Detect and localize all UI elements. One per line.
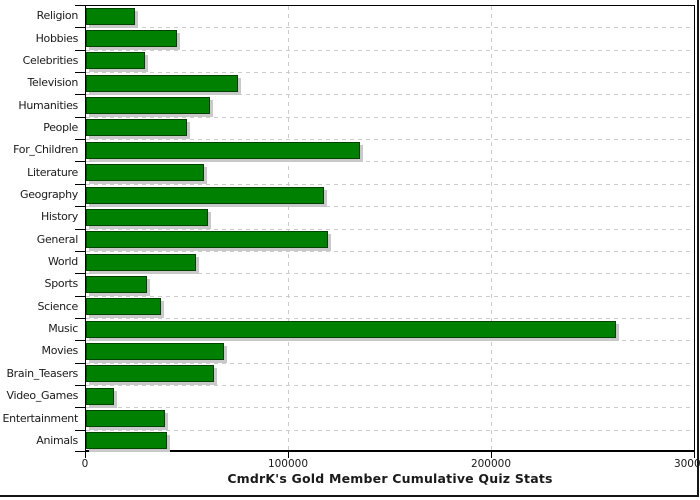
h-gridline	[86, 183, 693, 185]
x-axis-tick	[85, 452, 86, 458]
category-label-hobbies: Hobbies	[35, 31, 79, 45]
y-axis-tick	[75, 384, 85, 386]
h-gridline	[86, 295, 693, 297]
bar-music	[86, 320, 616, 338]
bar-religion	[86, 7, 135, 25]
category-label-history: History	[40, 210, 78, 224]
category-label-for-children: For_Children	[13, 143, 78, 157]
window-frame-right-edge	[697, 0, 699, 497]
bar-people	[86, 119, 187, 137]
y-axis-tick	[75, 250, 85, 252]
h-gridline	[86, 429, 693, 431]
category-label-music: Music	[48, 322, 78, 336]
bar-entertainment	[86, 410, 165, 427]
bar-for-children	[86, 141, 360, 159]
h-gridline	[86, 407, 693, 409]
h-gridline	[86, 139, 693, 141]
category-label-movies: Movies	[41, 344, 79, 358]
category-label-brain-teasers: Brain_Teasers	[6, 366, 78, 380]
h-gridline	[86, 72, 693, 74]
category-label-entertainment: Entertainment	[2, 411, 79, 425]
y-axis-tick	[75, 206, 85, 208]
category-label-geography: Geography	[19, 188, 78, 201]
h-gridline	[86, 161, 693, 163]
category-label-celebrities: Celebrities	[22, 53, 79, 67]
y-axis-tick	[75, 72, 85, 74]
bar-humanities	[86, 97, 210, 115]
h-gridline	[86, 384, 693, 386]
x-axis-label: 200000	[470, 458, 512, 470]
category-label-television: Television	[27, 76, 79, 90]
y-axis-tick	[75, 49, 85, 51]
y-axis-tick	[75, 340, 85, 342]
bar-general	[86, 231, 328, 249]
bar-science	[86, 298, 161, 316]
h-gridline	[86, 206, 693, 208]
chart-title: CmdrK's Gold Member Cumulative Quiz Stat…	[227, 471, 553, 486]
v-gridline	[287, 6, 289, 450]
y-axis-tick	[75, 27, 85, 29]
bar-hobbies	[86, 30, 177, 48]
category-label-world: World	[47, 255, 78, 269]
h-gridline	[86, 27, 693, 29]
y-axis-tick	[75, 407, 85, 409]
h-gridline	[86, 228, 693, 230]
category-label-science: Science	[37, 299, 78, 313]
h-gridline	[86, 49, 693, 51]
h-gridline	[86, 250, 693, 252]
h-gridline	[86, 94, 693, 96]
plot-area	[85, 5, 695, 452]
y-axis-tick	[75, 317, 85, 319]
category-label-general: General	[36, 232, 79, 246]
h-gridline	[86, 116, 693, 118]
category-label-sports: Sports	[44, 277, 79, 291]
bar-video-games	[86, 387, 114, 405]
bar-television	[86, 74, 238, 92]
y-axis-tick	[75, 94, 85, 96]
y-axis-tick	[75, 228, 85, 230]
h-gridline	[86, 317, 693, 319]
v-gridline	[490, 6, 492, 450]
category-label-humanities: Humanities	[18, 98, 78, 112]
y-axis-tick	[75, 429, 85, 431]
y-axis-tick	[75, 116, 85, 118]
y-axis-tick	[75, 183, 85, 185]
h-gridline	[86, 362, 693, 364]
x-axis-tick	[693, 452, 695, 458]
bar-sports	[86, 275, 147, 293]
x-axis-tick	[287, 452, 289, 458]
bar-world	[86, 253, 196, 271]
y-axis-tick	[75, 451, 85, 452]
x-axis-label: 300000	[673, 458, 700, 470]
y-axis-tick	[75, 295, 85, 297]
bar-geography	[86, 186, 324, 204]
y-axis-tick	[75, 161, 85, 163]
x-axis-label: 0	[81, 458, 89, 470]
window-frame-bottom-edge	[0, 495, 699, 497]
x-axis-label: 100000	[267, 458, 309, 470]
h-gridline	[86, 340, 693, 342]
bar-history	[86, 208, 208, 226]
category-label-people: People	[43, 120, 78, 134]
bar-literature	[86, 164, 204, 182]
bar-movies	[86, 342, 224, 360]
category-label-animals: Animals	[36, 433, 78, 447]
bar-brain-teasers	[86, 365, 214, 383]
bar-animals	[86, 432, 167, 450]
category-label-religion: Religion	[36, 9, 79, 23]
y-axis-tick	[75, 273, 85, 275]
y-axis-tick	[75, 139, 85, 141]
h-gridline	[86, 273, 693, 275]
bar-celebrities	[86, 52, 145, 70]
category-label-literature: Literature	[27, 165, 78, 179]
y-axis-tick	[75, 5, 85, 6]
y-axis-tick	[75, 362, 85, 364]
x-axis-tick	[490, 452, 492, 458]
category-label-video-games: Video_Games	[6, 389, 79, 403]
